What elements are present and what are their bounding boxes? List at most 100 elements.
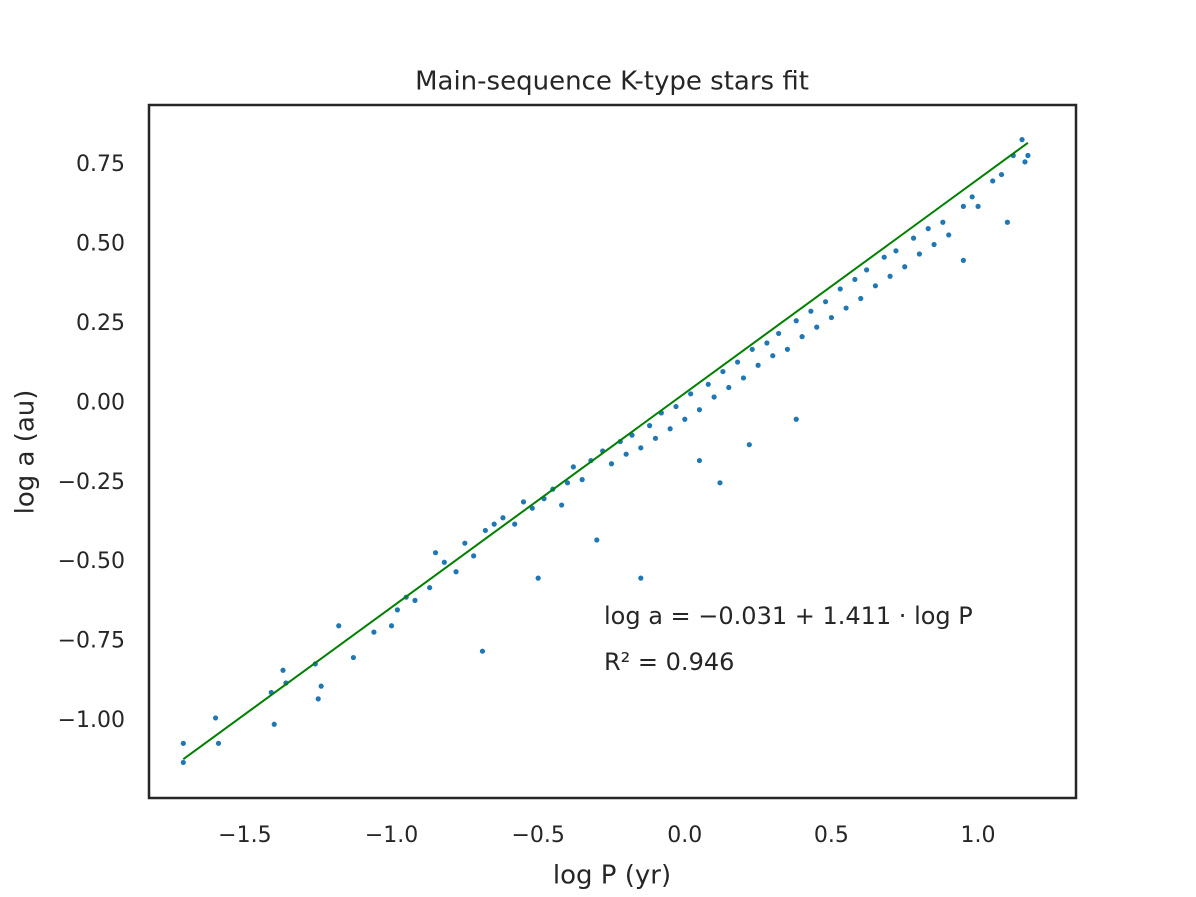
- scatter-point: [887, 273, 893, 279]
- scatter-point: [998, 171, 1005, 178]
- scatter-point: [969, 194, 975, 200]
- scatter-point: [579, 477, 585, 483]
- scatter-point: [696, 457, 703, 464]
- scatter-point: [910, 235, 917, 241]
- scatter-point: [688, 391, 694, 397]
- scatter-point: [336, 623, 342, 629]
- chart-title: Main-sequence K-type stars fit: [415, 67, 809, 97]
- scatter-point: [564, 480, 571, 486]
- scatter-point: [462, 540, 468, 546]
- scatter-point: [500, 515, 506, 521]
- scatter-point: [1025, 152, 1031, 159]
- scatter-point: [388, 623, 395, 629]
- scatter-point: [872, 283, 879, 289]
- scatter-point: [520, 499, 527, 505]
- scatter-point: [837, 286, 843, 292]
- scatter-point: [822, 299, 829, 305]
- scatter-point: [793, 416, 799, 422]
- scatter-point: [512, 521, 518, 527]
- scatter-point: [960, 257, 966, 263]
- scatter-point: [427, 585, 433, 591]
- scatter-point: [705, 381, 711, 387]
- y-tick-label: −0.25: [58, 470, 125, 495]
- scatter-point: [864, 267, 870, 273]
- y-tick-label: −0.75: [58, 629, 125, 654]
- scatter-point: [638, 445, 644, 451]
- scatter-point: [990, 178, 996, 184]
- scatter-point: [280, 667, 286, 673]
- scatter-point: [902, 264, 908, 270]
- scatter-point: [394, 607, 400, 613]
- scatter-point: [1022, 159, 1028, 165]
- scatter-point: [746, 442, 752, 448]
- scatter-point: [215, 740, 222, 746]
- scatter-point: [315, 696, 321, 702]
- scatter-point: [814, 324, 820, 330]
- scatter-point: [559, 502, 565, 508]
- scatter-point: [441, 559, 447, 565]
- x-tick-label: 0.0: [667, 823, 702, 848]
- scatter-point: [482, 527, 488, 534]
- scatter-point: [975, 203, 981, 209]
- plot-area: [180, 137, 1031, 766]
- scatter-point: [453, 569, 459, 575]
- scatter-point: [180, 759, 186, 766]
- x-tick-label: 1.0: [961, 823, 996, 848]
- scatter-point: [570, 464, 576, 470]
- x-axis-label: log P (yr): [553, 861, 671, 891]
- scatter-point: [180, 740, 186, 746]
- annotation: R² = 0.946: [604, 648, 734, 676]
- scatter-point: [940, 219, 946, 225]
- scatter-point: [646, 423, 653, 429]
- scatter-point: [764, 340, 770, 346]
- scatter-point: [925, 226, 931, 232]
- scatter-point: [371, 629, 377, 635]
- y-tick-label: 0.75: [76, 152, 125, 177]
- scatter-point: [212, 715, 219, 721]
- scatter-point: [946, 232, 952, 238]
- scatter-point: [594, 537, 600, 543]
- scatter-point: [858, 295, 864, 302]
- x-tick-label: −1.0: [365, 823, 418, 848]
- scatter-point: [529, 505, 535, 511]
- scatter-point: [916, 251, 922, 257]
- x-tick-label: 0.5: [814, 823, 849, 848]
- y-axis-label: log a (au): [11, 390, 41, 515]
- scatter-point: [749, 346, 755, 352]
- scatter-point: [720, 368, 726, 375]
- y-tick-label: −0.50: [58, 549, 125, 574]
- scatter-point: [717, 480, 723, 486]
- scatter-point: [412, 597, 418, 603]
- scatter-point: [808, 308, 814, 314]
- scatter-point: [755, 362, 761, 368]
- scatter-point: [608, 461, 615, 467]
- scatter-point: [734, 359, 741, 365]
- scatter-point: [432, 550, 439, 556]
- scatter-point: [893, 248, 899, 254]
- scatter-point: [491, 521, 497, 527]
- scatter-point: [682, 416, 688, 422]
- scatter-point: [931, 241, 937, 248]
- annotation: log a = −0.031 + 1.411 · log P: [604, 602, 973, 630]
- scatter-point: [740, 375, 747, 381]
- scatter-point: [696, 407, 703, 413]
- y-tick-label: 0.00: [76, 390, 125, 415]
- scatter-point: [350, 654, 357, 661]
- scatter-point: [271, 721, 277, 727]
- scatter-point: [799, 334, 805, 340]
- scatter-point: [784, 346, 791, 352]
- scatter-point: [960, 203, 966, 209]
- axes-frame: [147, 103, 1078, 800]
- scatter-point: [638, 575, 644, 581]
- scatter-point: [652, 435, 659, 441]
- y-tick-label: 0.50: [76, 231, 125, 256]
- scatter-point: [843, 305, 849, 311]
- scatter-point: [776, 330, 782, 337]
- scatter-point: [1004, 219, 1010, 225]
- scatter-point: [667, 426, 673, 432]
- x-tick-label: −0.5: [511, 823, 564, 848]
- y-tick-label: 0.25: [76, 311, 125, 336]
- scatter-point: [673, 403, 679, 410]
- scatter-point: [852, 276, 858, 283]
